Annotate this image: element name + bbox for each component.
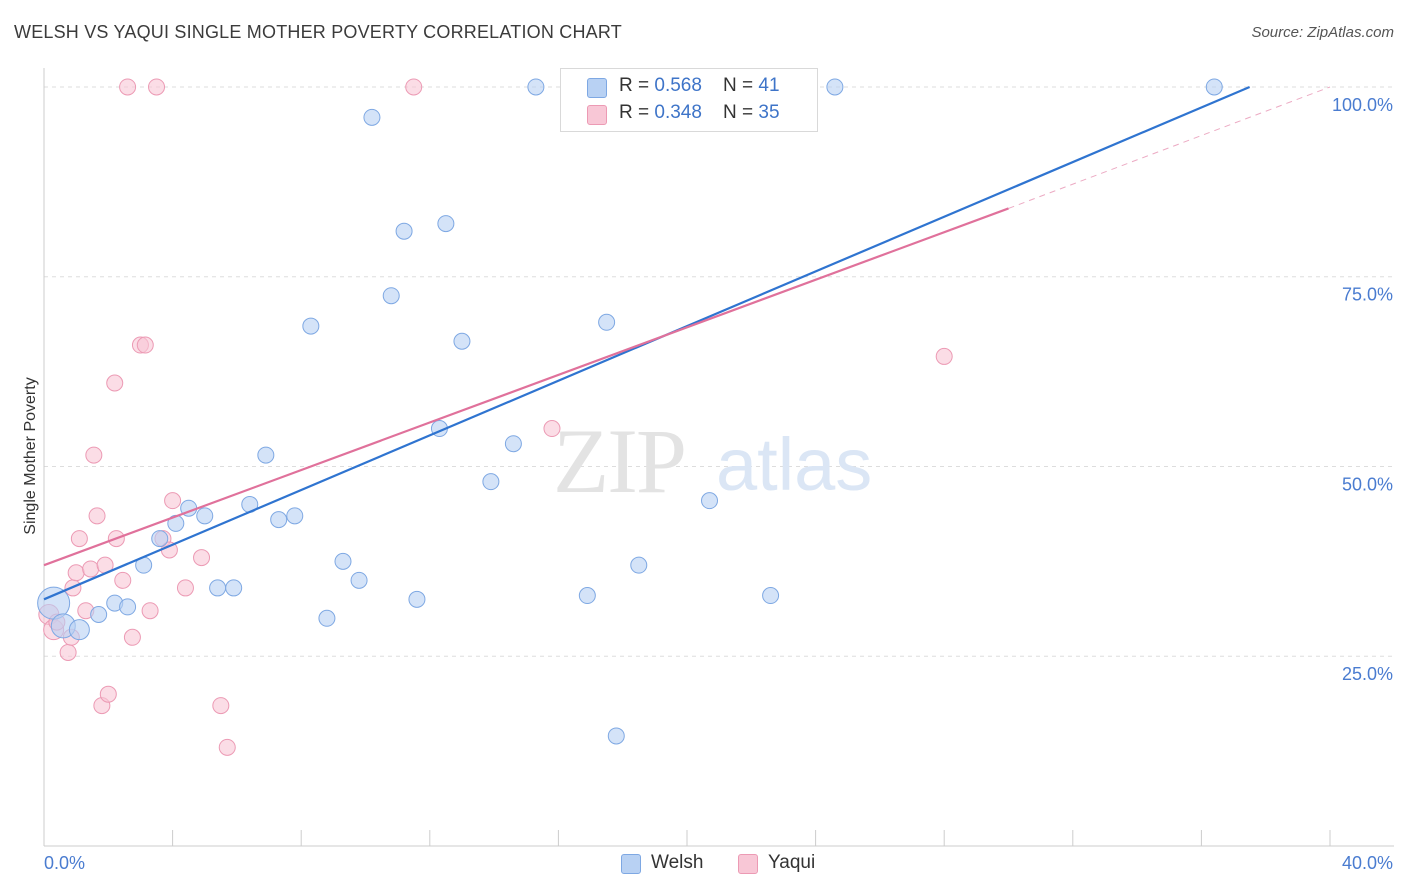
- yaqui-trend-line: [43, 207, 1009, 567]
- welsh-point: [350, 571, 368, 589]
- yaqui-trend-extension: [1008, 86, 1331, 209]
- welsh-point: [578, 587, 596, 605]
- y-tick-label: 50.0%: [1342, 474, 1393, 494]
- welsh-point: [701, 492, 719, 510]
- welsh-point: [196, 507, 214, 525]
- yaqui-point: [70, 530, 88, 548]
- welsh-point: [225, 579, 243, 597]
- yaqui-points: [38, 78, 953, 756]
- welsh-point: [453, 332, 471, 350]
- welsh-point: [334, 552, 352, 570]
- x-tick-label: 0.0%: [44, 853, 85, 873]
- x-tick-labels: 0.0% 40.0%: [44, 853, 1393, 873]
- yaqui-point: [543, 420, 561, 438]
- welsh-point: [286, 507, 304, 525]
- yaqui-point: [106, 374, 124, 392]
- welsh-point: [762, 587, 780, 605]
- yaqui-point: [212, 697, 230, 715]
- gridlines: [44, 86, 1394, 657]
- welsh-point: [209, 579, 227, 597]
- yaqui-point: [82, 560, 100, 578]
- watermark: ZIP atlas: [553, 410, 872, 512]
- welsh-point: [119, 598, 137, 616]
- x-ticks: [43, 830, 1331, 846]
- x-tick-label: 40.0%: [1342, 853, 1393, 873]
- welsh-point: [270, 511, 288, 529]
- welsh-point: [504, 435, 522, 453]
- welsh-point: [302, 317, 320, 335]
- welsh-point: [90, 605, 108, 623]
- welsh-point: [1205, 78, 1223, 96]
- yaqui-point: [218, 738, 236, 756]
- yaqui-point: [935, 347, 953, 365]
- y-axis-label: Single Mother Poverty: [22, 377, 39, 534]
- y-tick-labels: 25.0% 50.0% 75.0% 100.0%: [1332, 95, 1393, 684]
- yaqui-n-label: N =: [723, 102, 759, 123]
- y-tick-label: 100.0%: [1332, 95, 1393, 115]
- welsh-point: [630, 556, 648, 574]
- welsh-point: [826, 78, 844, 96]
- source-label: Source: ZipAtlas.com: [1251, 24, 1394, 41]
- welsh-point: [598, 313, 616, 331]
- yaqui-point: [88, 507, 106, 525]
- yaqui-point: [141, 602, 159, 620]
- yaqui-point: [114, 571, 132, 589]
- welsh-point: [382, 287, 400, 305]
- bottom-yaqui-swatch: [738, 854, 758, 874]
- welsh-n-value: 41: [758, 75, 780, 96]
- welsh-point: [363, 108, 381, 126]
- yaqui-point: [59, 643, 77, 661]
- chart-title: WELSH VS YAQUI SINGLE MOTHER POVERTY COR…: [14, 22, 622, 42]
- welsh-point: [607, 727, 625, 745]
- bottom-welsh-label: Welsh: [651, 852, 704, 873]
- yaqui-point: [123, 628, 141, 646]
- watermark-zip: ZIP: [553, 410, 685, 512]
- yaqui-r-value: 0.348: [654, 102, 702, 123]
- yaqui-point: [176, 579, 194, 597]
- welsh-point: [318, 609, 336, 627]
- welsh-point: [257, 446, 275, 464]
- yaqui-r-label: R =: [619, 102, 655, 123]
- watermark-atlas: atlas: [716, 423, 872, 506]
- yaqui-swatch: [587, 105, 607, 125]
- bottom-yaqui-label: Yaqui: [768, 852, 816, 873]
- welsh-point: [68, 619, 90, 641]
- yaqui-point: [405, 78, 423, 96]
- yaqui-point: [85, 446, 103, 464]
- bottom-welsh-swatch: [621, 854, 641, 874]
- trend-lines: [43, 85, 1331, 601]
- welsh-n-label: N =: [723, 75, 759, 96]
- correlation-legend: R = 0.568 N = 41 R = 0.348 N = 35: [560, 68, 818, 132]
- welsh-point: [482, 473, 500, 491]
- yaqui-n-value: 35: [758, 102, 780, 123]
- welsh-points: [37, 78, 1223, 745]
- welsh-point: [527, 78, 545, 96]
- yaqui-point: [119, 78, 137, 96]
- welsh-swatch: [587, 78, 607, 98]
- welsh-point: [408, 590, 426, 608]
- yaqui-point: [193, 549, 211, 567]
- yaqui-point: [148, 78, 166, 96]
- welsh-point: [395, 222, 413, 240]
- yaqui-point: [99, 685, 117, 703]
- welsh-r-value: 0.568: [654, 75, 702, 96]
- yaqui-point: [67, 564, 85, 582]
- y-tick-label: 75.0%: [1342, 285, 1393, 305]
- yaqui-point: [164, 492, 182, 510]
- y-tick-label: 25.0%: [1342, 664, 1393, 684]
- yaqui-point: [136, 336, 154, 354]
- axes: [43, 68, 1394, 847]
- welsh-point: [151, 530, 169, 548]
- welsh-point: [437, 215, 455, 233]
- welsh-r-label: R =: [619, 75, 655, 96]
